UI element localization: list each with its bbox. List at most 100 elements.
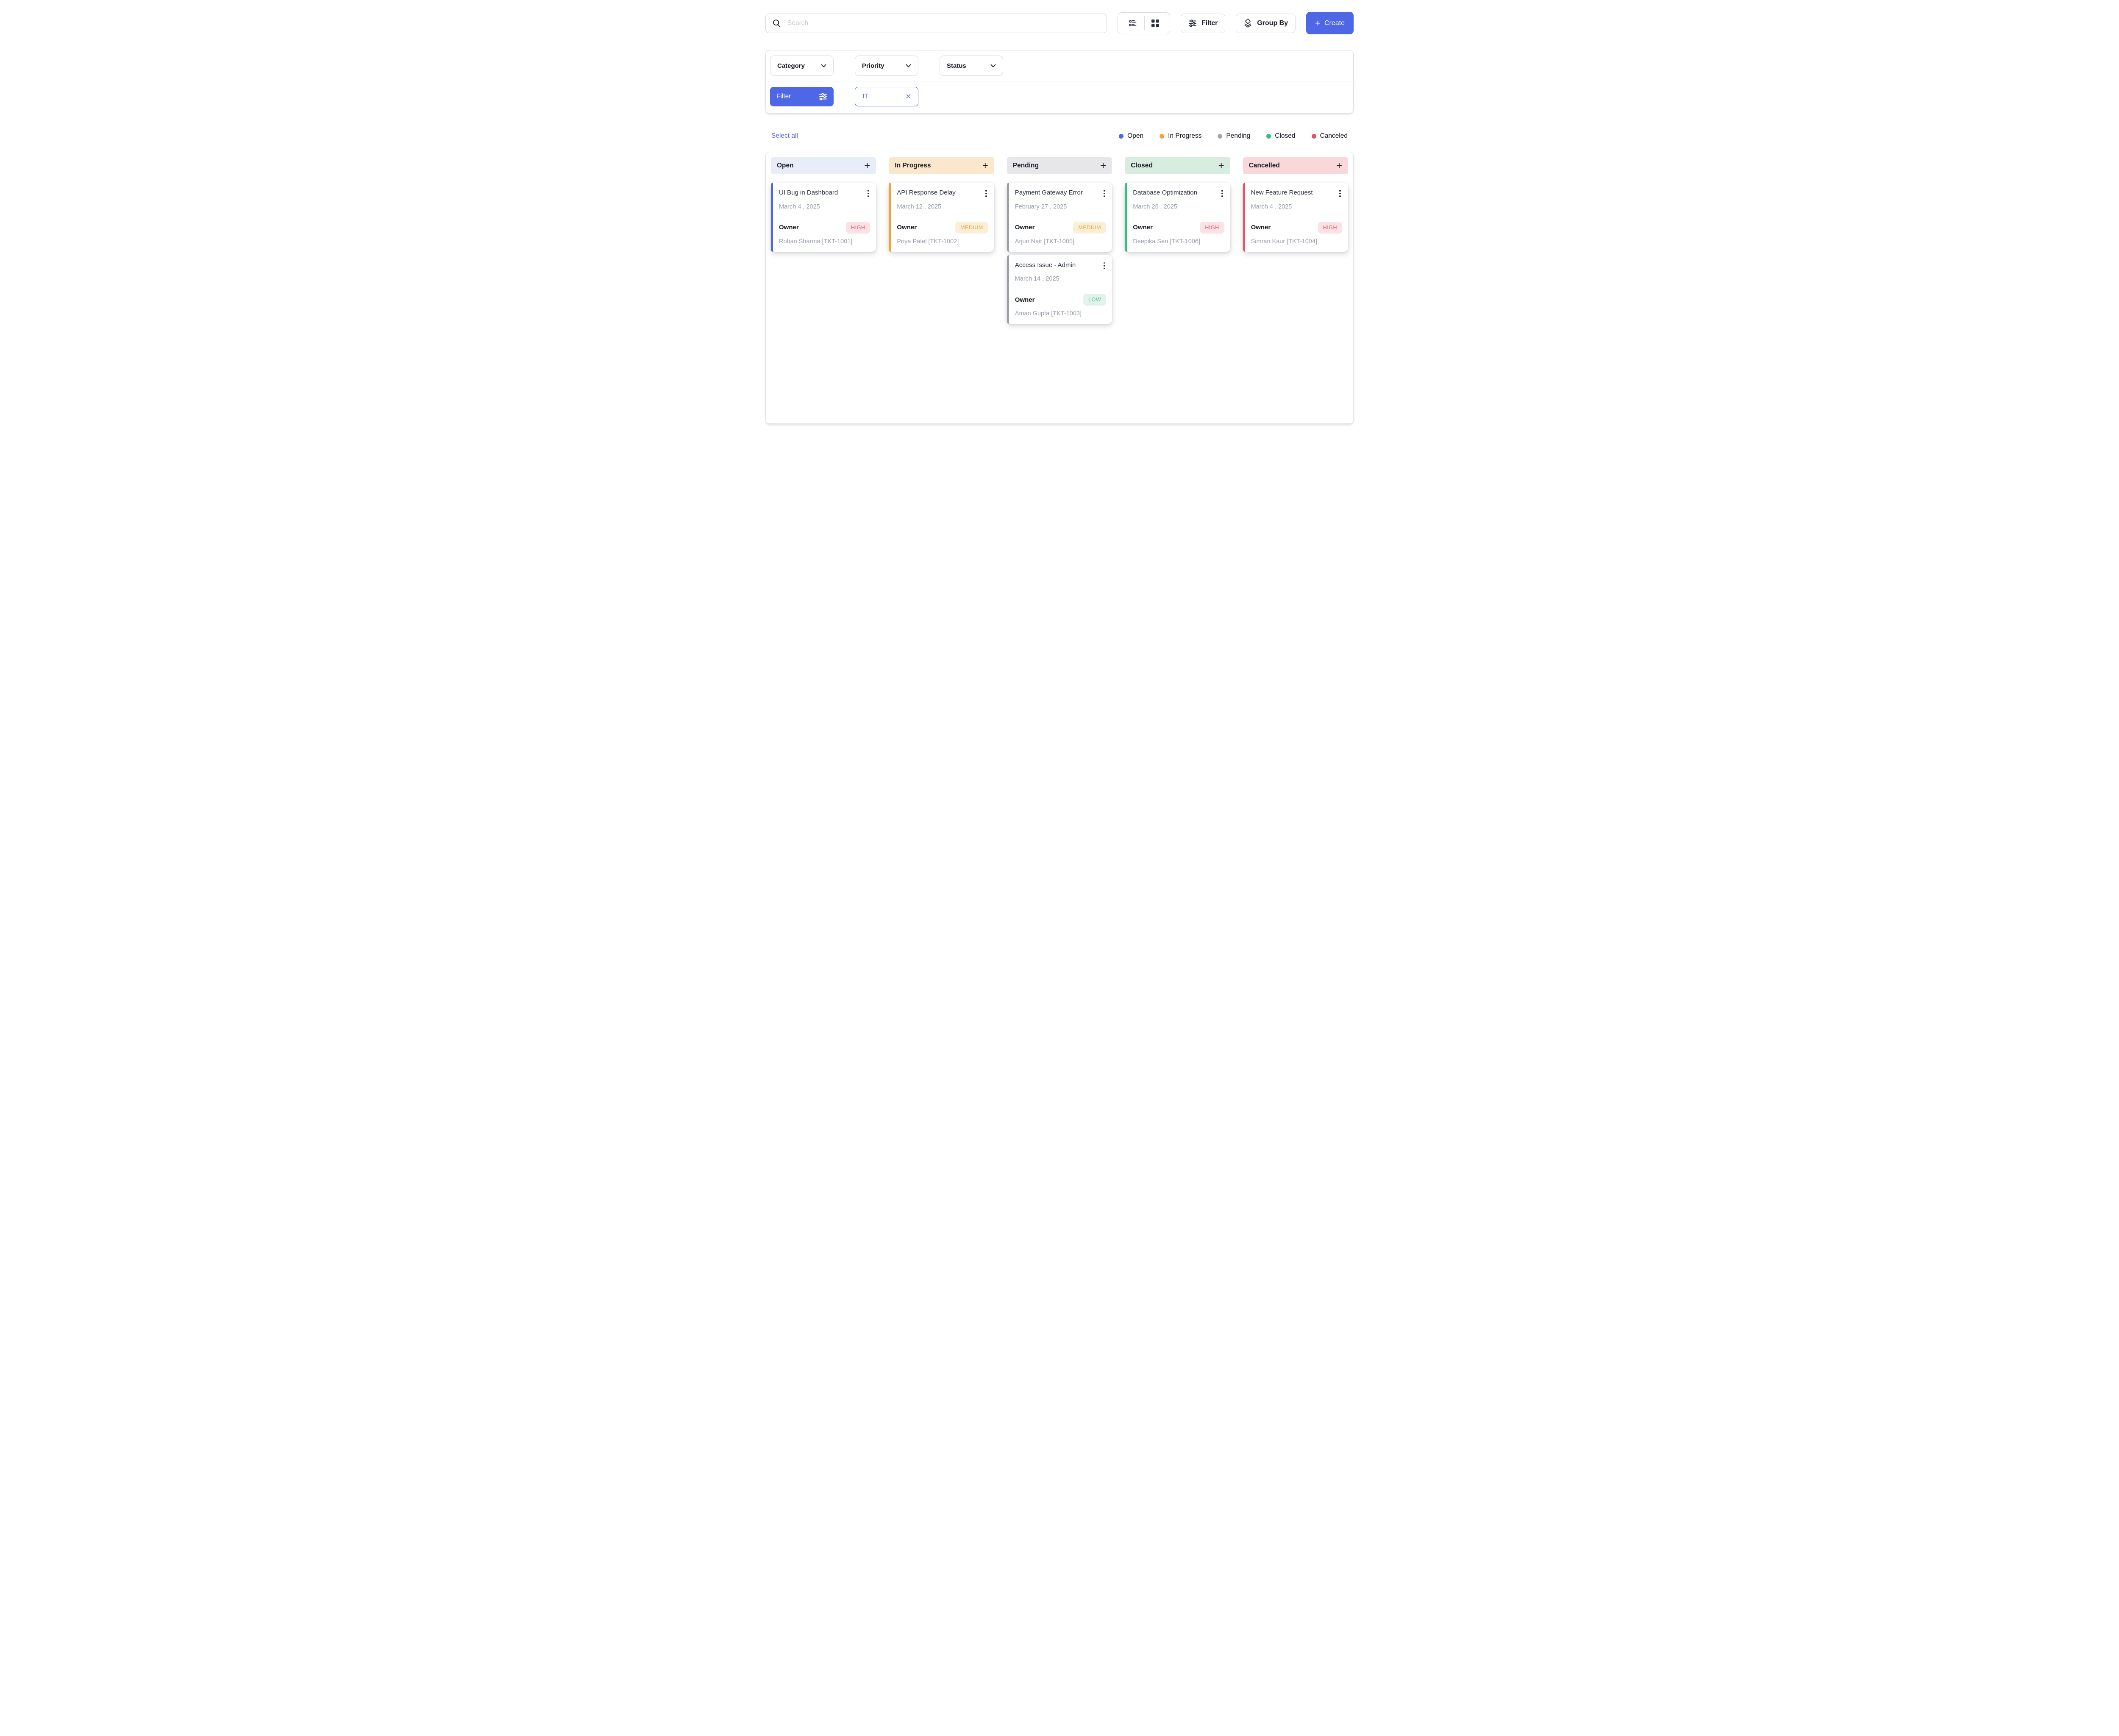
assignee: Aman Gupta [TKT-1003]	[1015, 310, 1082, 317]
chevron-down-icon	[821, 64, 826, 67]
active-filters-row: Filter IT ×	[766, 81, 1353, 113]
filter-panel: Category Priority Status Filter IT ×	[765, 50, 1354, 114]
list-view-button[interactable]	[1122, 13, 1144, 34]
dropdown-label: Status	[947, 62, 966, 70]
add-card-button[interactable]: +	[1336, 160, 1342, 171]
card-accent-bar	[771, 183, 773, 252]
owner-row: Owner HIGH	[779, 221, 870, 234]
add-card-button[interactable]: +	[982, 160, 988, 171]
card-accent-bar	[1125, 183, 1127, 252]
legend-dot-icon	[1218, 134, 1223, 139]
column-title: Open	[777, 162, 794, 169]
assignee: Priya Patel [TKT-1002]	[897, 238, 959, 245]
card-date: March 12 , 2025	[897, 203, 942, 210]
priority-badge: HIGH	[1318, 221, 1342, 234]
list-view-icon	[1129, 19, 1137, 26]
owner-label: Owner	[897, 224, 917, 231]
dropdown-priority[interactable]: Priority	[855, 56, 918, 76]
add-card-button[interactable]: +	[1218, 160, 1224, 171]
search-icon	[773, 19, 780, 27]
legend-item-open: Open	[1119, 132, 1143, 140]
ticket-card[interactable]: Payment Gateway Error February 27 , 2025 O…	[1007, 183, 1112, 252]
legend-label: Pending	[1226, 132, 1251, 139]
assignee: Simran Kaur [TKT-1004]	[1251, 238, 1317, 245]
kebab-menu-icon[interactable]	[1338, 189, 1342, 198]
card-accent-bar	[889, 183, 891, 252]
ticket-board-page: Filter Group By + Create Category Priorit…	[754, 0, 1365, 434]
owner-row: Owner HIGH	[1133, 221, 1224, 234]
add-card-button[interactable]: +	[1100, 160, 1107, 171]
legend-item-canceled: Canceled	[1311, 132, 1348, 140]
legend-item-in-progress: In Progress	[1160, 132, 1201, 140]
card-header: API Response Delay	[897, 189, 988, 198]
ticket-card[interactable]: Database Optimization March 26 , 2025 Owne…	[1125, 183, 1230, 252]
select-all-link[interactable]: Select all	[771, 132, 798, 139]
plus-icon: +	[1315, 17, 1321, 28]
layers-icon	[1244, 19, 1251, 28]
owner-label: Owner	[1251, 224, 1271, 231]
kebab-menu-icon[interactable]	[1220, 189, 1224, 198]
add-card-button[interactable]: +	[864, 160, 870, 171]
filter-button-label: Filter	[1201, 19, 1218, 27]
dropdown-label: Priority	[862, 62, 884, 70]
legend-item-closed: Closed	[1266, 132, 1296, 140]
ticket-card[interactable]: API Response Delay March 12 , 2025 Owner ME…	[889, 183, 994, 252]
card-title: Database Optimization	[1133, 189, 1197, 196]
ticket-card[interactable]: New Feature Request March 4 , 2025 Owner HI…	[1243, 183, 1348, 252]
chevron-down-icon	[906, 64, 911, 67]
board-column-closed: Closed + Database Optimization March 26 , 2…	[1125, 157, 1230, 324]
active-filter-chip-label: IT	[862, 93, 868, 100]
column-header-pending: Pending +	[1007, 157, 1112, 174]
owner-row: Owner MEDIUM	[1015, 221, 1107, 234]
board-column-cancelled: Cancelled + New Feature Request March 4 , 2…	[1243, 157, 1348, 324]
legend-dot-icon	[1311, 134, 1316, 139]
card-header: Access Issue - Admin	[1015, 262, 1106, 270]
kebab-menu-icon[interactable]	[1102, 262, 1107, 270]
column-header-in-progress: In Progress +	[889, 157, 994, 174]
card-header: Payment Gateway Error	[1015, 189, 1106, 198]
filter-sliders-icon	[1189, 19, 1197, 27]
grid-view-button[interactable]	[1145, 13, 1166, 34]
card-title: Payment Gateway Error	[1015, 189, 1083, 196]
dropdown-category[interactable]: Category	[770, 56, 834, 76]
column-title: Cancelled	[1249, 162, 1280, 169]
column-title: In Progress	[895, 162, 931, 169]
kebab-menu-icon[interactable]	[1102, 189, 1107, 198]
ticket-card[interactable]: UI Bug in Dashboard March 4 , 2025 Owner HI…	[771, 183, 876, 252]
legend-label: Closed	[1275, 132, 1296, 139]
legend-label: Canceled	[1320, 132, 1348, 139]
create-button-label: Create	[1324, 19, 1345, 27]
ticket-card[interactable]: Access Issue - Admin March 14 , 2025 Owner…	[1007, 255, 1112, 324]
card-date: March 4 , 2025	[779, 203, 820, 210]
view-toggle	[1118, 12, 1171, 34]
kebab-menu-icon[interactable]	[866, 189, 870, 198]
assignee: Deepika Sen [TKT-1006]	[1133, 238, 1200, 245]
owner-label: Owner	[1015, 224, 1035, 231]
legend-label: Open	[1127, 132, 1144, 139]
dropdown-status[interactable]: Status	[940, 56, 1003, 76]
card-header: Database Optimization	[1133, 189, 1224, 198]
search-input[interactable]	[787, 19, 1101, 28]
filter-apply-button[interactable]: Filter	[770, 87, 834, 106]
column-title: Pending	[1012, 162, 1039, 169]
close-icon[interactable]: ×	[906, 92, 911, 101]
dropdown-label: Category	[777, 62, 805, 70]
card-title: UI Bug in Dashboard	[779, 189, 838, 196]
card-title: New Feature Request	[1251, 189, 1313, 196]
active-filter-chip-it[interactable]: IT ×	[855, 87, 918, 106]
assignee: Rohan Sharma [TKT-1001]	[779, 238, 853, 245]
priority-badge: MEDIUM	[1073, 221, 1107, 234]
card-date: March 4 , 2025	[1251, 203, 1292, 210]
kebab-menu-icon[interactable]	[984, 189, 988, 198]
board-column-in-progress: In Progress + API Response Delay March 12 ,…	[889, 157, 994, 324]
card-title: Access Issue - Admin	[1015, 261, 1076, 269]
status-legend: Open In Progress Pending Closed Canceled	[1119, 132, 1348, 140]
card-header: UI Bug in Dashboard	[779, 189, 870, 198]
priority-badge: LOW	[1083, 294, 1107, 306]
filter-apply-label: Filter	[776, 93, 791, 100]
filter-button[interactable]: Filter	[1181, 13, 1226, 33]
create-button[interactable]: + Create	[1306, 12, 1354, 34]
search-box[interactable]	[765, 13, 1107, 33]
group-by-button[interactable]: Group By	[1236, 13, 1296, 33]
priority-badge: HIGH	[846, 221, 870, 234]
